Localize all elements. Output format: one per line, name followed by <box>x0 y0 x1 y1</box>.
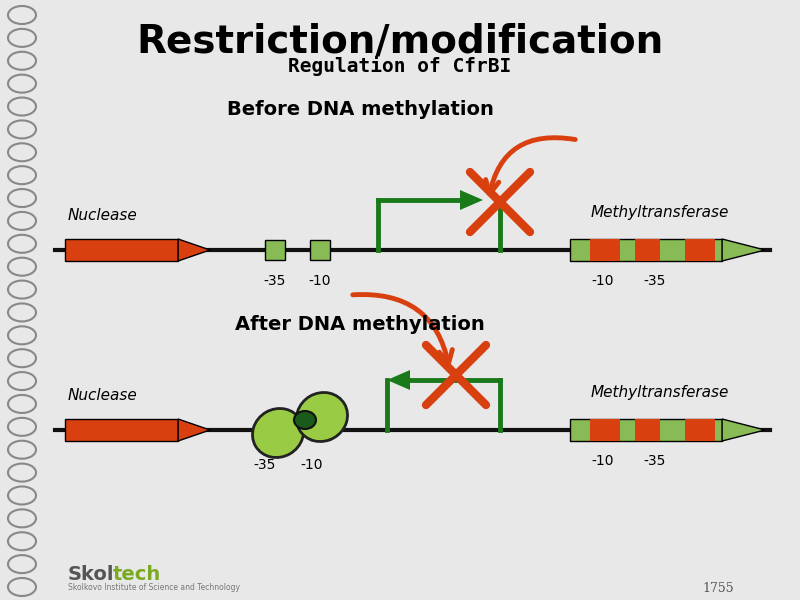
Text: -10: -10 <box>592 274 614 288</box>
Bar <box>635 419 660 441</box>
Text: Before DNA methylation: Before DNA methylation <box>226 100 494 119</box>
Ellipse shape <box>253 409 303 458</box>
Text: After DNA methylation: After DNA methylation <box>235 315 485 334</box>
Bar <box>590 419 620 441</box>
Text: Nuclease: Nuclease <box>68 208 138 223</box>
Bar <box>310 240 330 260</box>
Ellipse shape <box>297 392 347 442</box>
Bar <box>65 239 178 261</box>
Polygon shape <box>722 419 765 441</box>
Bar <box>570 419 722 441</box>
Text: tech: tech <box>113 565 162 583</box>
Text: Nuclease: Nuclease <box>68 388 138 403</box>
Text: Skolkovo Institute of Science and Technology: Skolkovo Institute of Science and Techno… <box>68 583 240 593</box>
Ellipse shape <box>294 411 316 429</box>
Polygon shape <box>722 239 765 261</box>
Bar <box>570 239 722 261</box>
Text: -35: -35 <box>254 458 276 472</box>
Text: Regulation of CfrBI: Regulation of CfrBI <box>288 56 512 76</box>
Text: -35: -35 <box>264 274 286 288</box>
Text: Restriction/modification: Restriction/modification <box>136 22 664 60</box>
Bar <box>265 240 285 260</box>
Polygon shape <box>460 190 483 210</box>
Bar <box>590 239 620 261</box>
Text: Skol: Skol <box>68 565 114 583</box>
Bar <box>635 239 660 261</box>
Polygon shape <box>178 419 210 441</box>
Text: 1755: 1755 <box>702 581 734 595</box>
Text: Methyltransferase: Methyltransferase <box>591 385 729 400</box>
Text: -10: -10 <box>309 274 331 288</box>
Polygon shape <box>178 239 210 261</box>
Bar <box>685 239 715 261</box>
Text: -10: -10 <box>301 458 323 472</box>
Bar <box>265 420 285 440</box>
Bar <box>310 420 330 440</box>
Text: Methyltransferase: Methyltransferase <box>591 205 729 220</box>
Text: -10: -10 <box>592 454 614 468</box>
Text: -35: -35 <box>644 454 666 468</box>
Polygon shape <box>387 370 410 390</box>
Text: -35: -35 <box>644 274 666 288</box>
Bar <box>65 419 178 441</box>
Bar <box>685 419 715 441</box>
